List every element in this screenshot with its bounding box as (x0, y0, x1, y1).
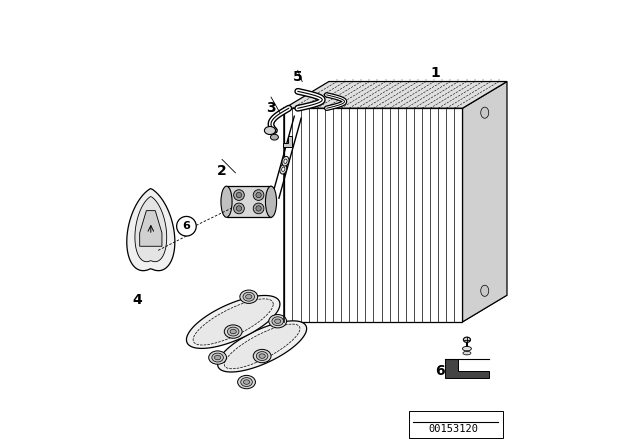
Text: 6: 6 (182, 221, 190, 231)
Ellipse shape (282, 167, 285, 172)
Ellipse shape (246, 294, 252, 299)
Ellipse shape (264, 126, 276, 134)
Polygon shape (227, 186, 271, 217)
Ellipse shape (280, 164, 287, 174)
Ellipse shape (224, 325, 242, 338)
Polygon shape (224, 324, 300, 369)
Ellipse shape (212, 353, 223, 362)
Circle shape (253, 190, 264, 200)
Ellipse shape (266, 186, 276, 217)
Ellipse shape (209, 351, 227, 364)
Ellipse shape (253, 349, 271, 363)
Ellipse shape (463, 346, 472, 351)
Ellipse shape (282, 156, 289, 166)
Text: 5: 5 (293, 70, 303, 84)
Ellipse shape (259, 354, 265, 358)
Circle shape (256, 206, 261, 211)
Text: 00153120: 00153120 (429, 424, 479, 434)
Polygon shape (463, 82, 507, 322)
Text: 3: 3 (266, 101, 276, 115)
Ellipse shape (214, 355, 221, 360)
Polygon shape (193, 299, 273, 345)
Ellipse shape (243, 292, 255, 301)
Ellipse shape (221, 186, 232, 217)
Ellipse shape (269, 314, 287, 328)
Polygon shape (445, 359, 489, 378)
Ellipse shape (271, 134, 278, 140)
Ellipse shape (272, 317, 284, 326)
Circle shape (253, 203, 264, 214)
Ellipse shape (237, 375, 255, 389)
Ellipse shape (227, 327, 239, 336)
Polygon shape (140, 211, 162, 246)
Circle shape (236, 192, 242, 198)
Ellipse shape (257, 352, 268, 361)
Circle shape (236, 206, 242, 211)
Ellipse shape (481, 285, 489, 296)
Polygon shape (284, 136, 292, 147)
Text: 6: 6 (435, 364, 445, 378)
Circle shape (177, 216, 196, 236)
Polygon shape (284, 108, 463, 322)
Ellipse shape (463, 337, 470, 342)
Ellipse shape (284, 159, 287, 164)
Polygon shape (127, 189, 175, 271)
Polygon shape (284, 295, 507, 322)
Circle shape (234, 203, 244, 214)
Ellipse shape (243, 380, 250, 384)
Text: 2: 2 (217, 164, 227, 177)
Ellipse shape (241, 378, 252, 387)
Ellipse shape (481, 107, 489, 118)
Ellipse shape (240, 290, 258, 303)
Circle shape (256, 192, 261, 198)
Text: 4: 4 (132, 293, 142, 307)
Polygon shape (135, 197, 166, 262)
Ellipse shape (275, 319, 281, 323)
Text: 1: 1 (431, 65, 440, 80)
Polygon shape (284, 82, 507, 108)
Circle shape (234, 190, 244, 200)
Ellipse shape (230, 329, 236, 334)
Polygon shape (186, 296, 280, 349)
Ellipse shape (463, 351, 471, 355)
Polygon shape (218, 321, 307, 372)
